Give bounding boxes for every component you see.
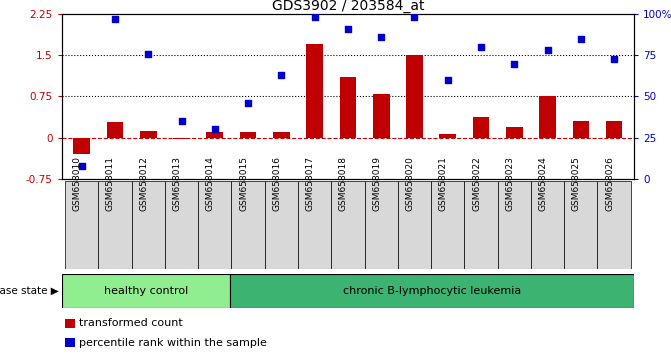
Bar [472, 117, 489, 138]
Bar [165, 181, 198, 269]
Point [243, 100, 254, 106]
Point [576, 36, 586, 42]
Text: GSM658017: GSM658017 [305, 156, 315, 211]
Bar [364, 181, 398, 269]
Bar [64, 319, 75, 328]
Text: percentile rank within the sample: percentile rank within the sample [79, 337, 267, 348]
Text: GSM658018: GSM658018 [339, 156, 348, 211]
Point [442, 77, 453, 83]
Text: healthy control: healthy control [104, 286, 188, 296]
Text: GSM658026: GSM658026 [605, 156, 614, 211]
Text: GSM658019: GSM658019 [372, 156, 381, 211]
Bar [198, 181, 231, 269]
Text: GSM658010: GSM658010 [72, 156, 82, 211]
Bar [531, 181, 564, 269]
Bar [107, 122, 123, 138]
Bar [331, 181, 364, 269]
Bar [73, 138, 90, 154]
Bar [62, 274, 230, 308]
Bar [99, 181, 132, 269]
Bar [140, 131, 156, 138]
Bar [240, 132, 256, 138]
Text: transformed count: transformed count [79, 318, 183, 329]
Point [309, 15, 320, 20]
Point [409, 15, 420, 20]
Bar [431, 181, 464, 269]
Bar [65, 181, 99, 269]
Text: GSM658012: GSM658012 [140, 156, 148, 211]
Text: chronic B-lymphocytic leukemia: chronic B-lymphocytic leukemia [343, 286, 521, 296]
Bar [132, 181, 165, 269]
Text: GSM658025: GSM658025 [572, 156, 581, 211]
Bar [572, 121, 589, 138]
Text: GSM658014: GSM658014 [206, 156, 215, 211]
Bar [64, 338, 75, 347]
Text: GSM658022: GSM658022 [472, 156, 481, 211]
Text: GSM658024: GSM658024 [539, 156, 548, 211]
Bar [464, 181, 498, 269]
Text: GSM658021: GSM658021 [439, 156, 448, 211]
Point [276, 72, 287, 78]
Bar [498, 181, 531, 269]
Point [609, 56, 619, 62]
Bar [564, 181, 597, 269]
Bar [539, 97, 556, 138]
Text: GSM658015: GSM658015 [239, 156, 248, 211]
Bar [506, 127, 523, 138]
Text: GSM658023: GSM658023 [505, 156, 514, 211]
Bar [207, 132, 223, 138]
Bar [398, 181, 431, 269]
Bar [173, 138, 190, 139]
Point [542, 47, 553, 53]
Bar [606, 121, 623, 138]
Bar [265, 181, 298, 269]
Text: GSM658020: GSM658020 [405, 156, 415, 211]
Text: GSM658013: GSM658013 [172, 156, 182, 211]
Bar [340, 77, 356, 138]
Point [509, 61, 519, 67]
Text: GSM658016: GSM658016 [272, 156, 281, 211]
Title: GDS3902 / 203584_at: GDS3902 / 203584_at [272, 0, 424, 13]
Bar [373, 94, 389, 138]
Bar [298, 181, 331, 269]
Bar [440, 134, 456, 138]
Bar [597, 181, 631, 269]
Text: disease state ▶: disease state ▶ [0, 286, 58, 296]
Point [109, 16, 120, 22]
Point [143, 51, 154, 57]
Bar [231, 181, 265, 269]
Point [176, 118, 187, 124]
Bar [230, 274, 634, 308]
Bar [406, 55, 423, 138]
Point [76, 163, 87, 169]
Text: GSM658011: GSM658011 [106, 156, 115, 211]
Point [209, 127, 220, 132]
Point [376, 34, 386, 40]
Point [476, 44, 486, 50]
Bar [307, 44, 323, 138]
Bar [273, 132, 290, 138]
Point [342, 26, 353, 32]
